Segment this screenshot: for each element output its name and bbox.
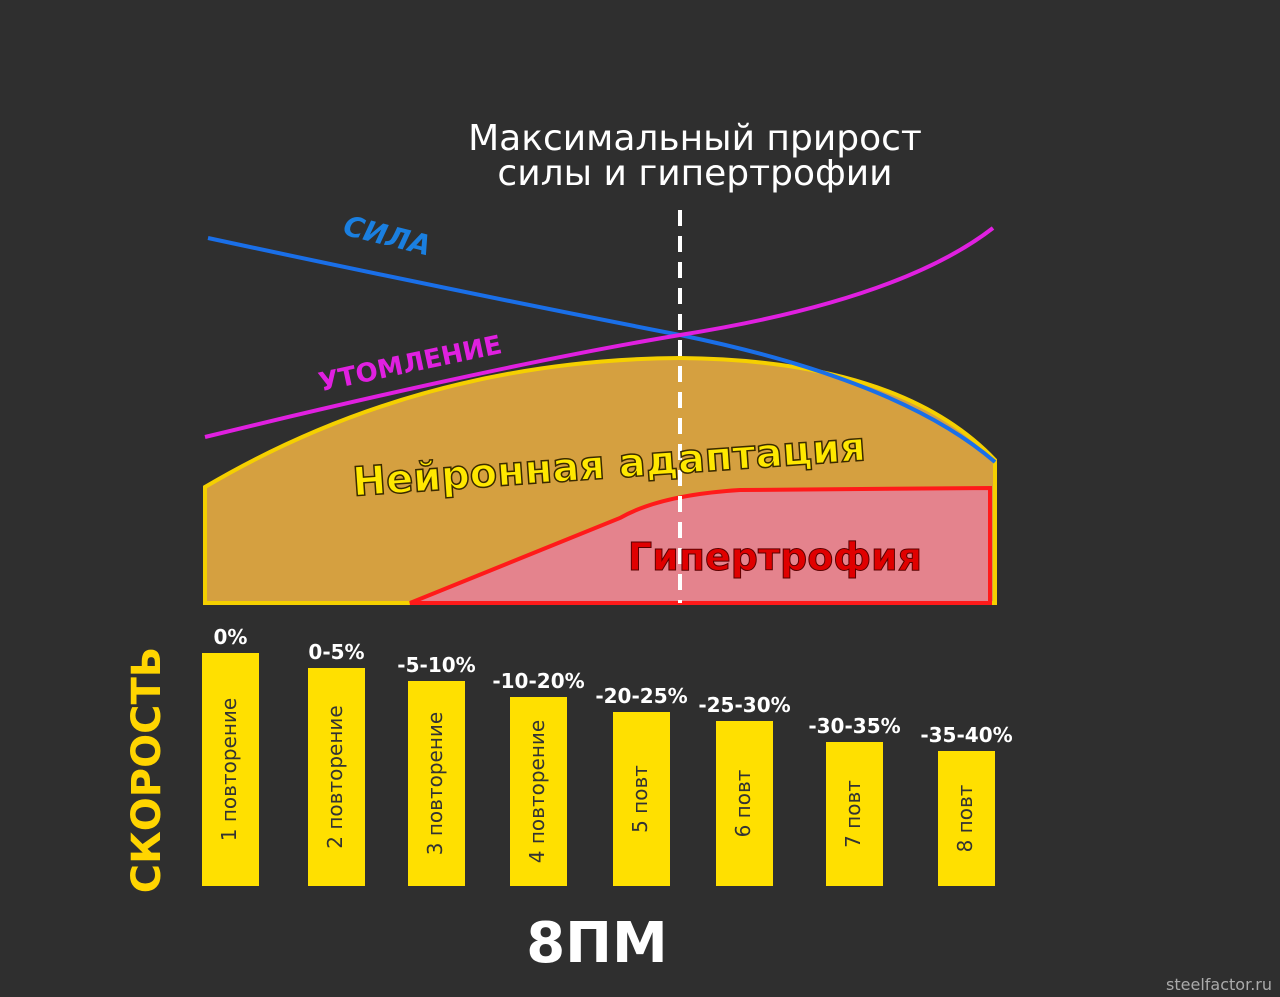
rep-drop: -25-30% — [698, 693, 790, 717]
rep-bar — [308, 668, 365, 886]
rep-bar — [510, 697, 567, 886]
strength-curve — [207, 236, 997, 464]
rep-bar — [408, 681, 465, 886]
rep-label: 6 повт — [731, 769, 755, 837]
rep-drop: 0% — [214, 625, 248, 649]
rep-drop: -10-20% — [492, 669, 584, 693]
rep-bar — [716, 721, 773, 886]
axis-label: СКОРОСТЬ — [124, 647, 170, 894]
rep-drop: -5-10% — [397, 653, 475, 677]
rep-label: 7 повт — [841, 780, 865, 848]
footer-title: 8ПМ — [526, 911, 668, 976]
rep-label: 1 повторение — [217, 698, 241, 841]
watermark: steelfactor.ru — [1166, 975, 1272, 994]
area-label: Гипертрофия — [628, 535, 922, 579]
rep-label: 4 повторение — [525, 720, 549, 863]
rep-drop: -35-40% — [920, 723, 1012, 747]
rep-label: 5 повт — [628, 765, 652, 833]
title-line: силы и гипертрофии — [497, 153, 892, 194]
rep-label: 2 повторение — [323, 705, 347, 848]
rep-bar — [938, 751, 995, 886]
rep-drop: -20-25% — [595, 684, 687, 708]
rep-bar — [202, 653, 259, 886]
bars: 0% 1 повторение 0-5% 2 повторение -5-10% 3 по… — [202, 625, 1013, 886]
title-line: Максимальный прирост — [468, 118, 922, 159]
rep-label: 8 повт — [953, 784, 977, 852]
rep-bar — [826, 742, 883, 886]
rep-label: 3 повторение — [423, 712, 447, 855]
rep-bar — [613, 712, 670, 886]
rep-drop: -30-35% — [808, 714, 900, 738]
rep-drop: 0-5% — [308, 640, 364, 664]
fatigue-curve — [204, 226, 995, 439]
